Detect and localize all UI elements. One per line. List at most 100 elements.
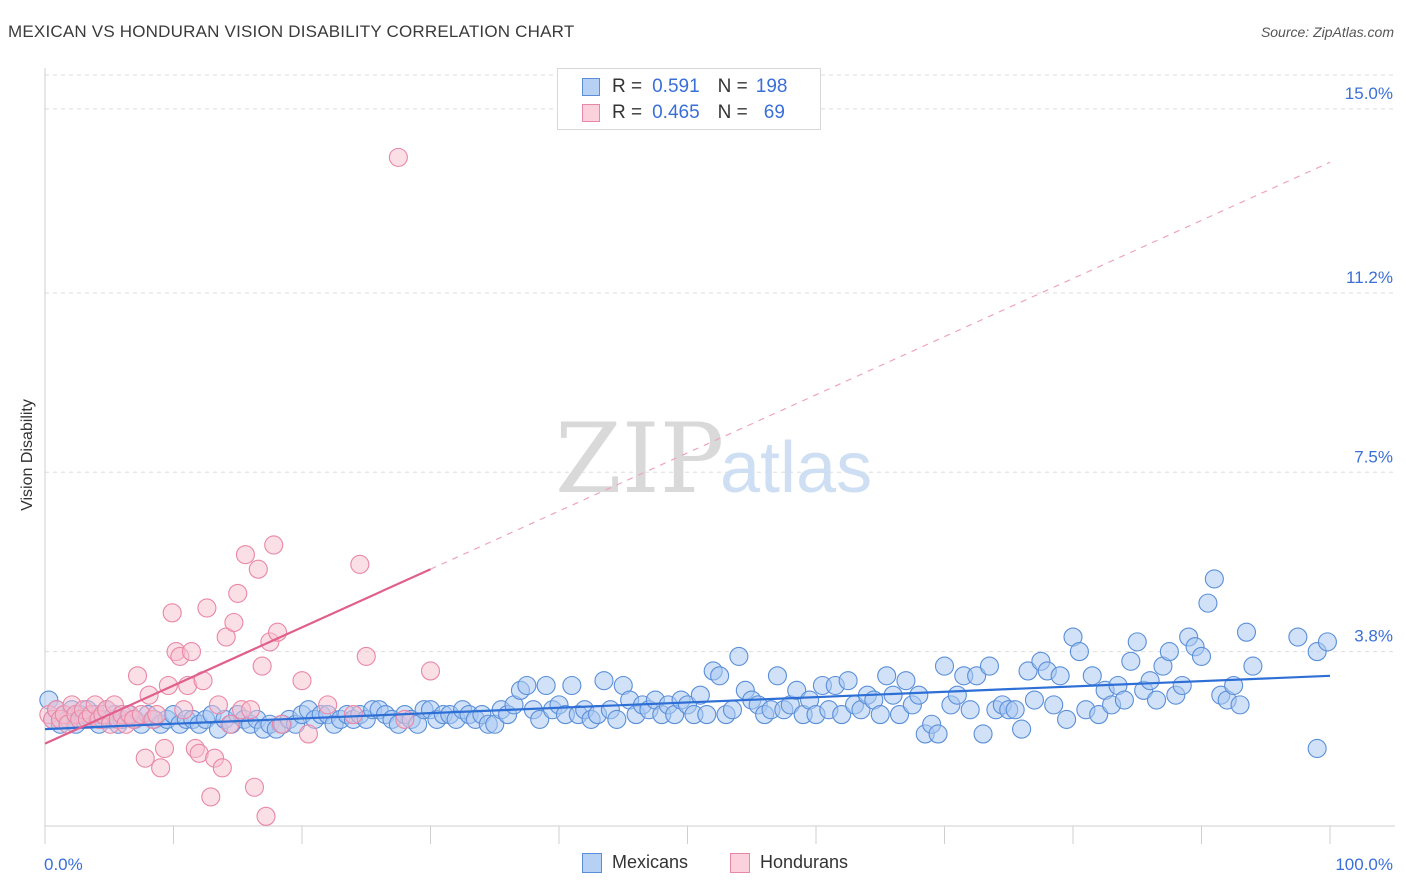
mexicans-point	[1236, 622, 1257, 642]
mexicans-point	[960, 700, 980, 720]
mexicans-point	[1005, 700, 1025, 720]
hondurans-point	[181, 642, 202, 662]
mexicans-point	[1243, 656, 1263, 676]
mexicans-n-label: N =	[717, 76, 748, 97]
legend-mexicans-swatch	[582, 852, 602, 873]
mexicans-point	[1082, 666, 1102, 686]
mexicans-point	[594, 671, 614, 691]
y-tick-label: 15.0%	[1345, 84, 1393, 103]
tick-labels: 3.8% 7.5% 11.2% 15.0% 0.0% 100.0%	[44, 84, 1393, 874]
mexicans-point	[870, 705, 890, 725]
hondurans-point	[388, 147, 408, 167]
hondurans-point	[356, 646, 376, 666]
mexicans-point	[1057, 709, 1077, 729]
x-tick-label: 0.0%	[44, 855, 83, 874]
axes	[44, 68, 1395, 844]
mexicans-point	[1204, 569, 1224, 589]
hondurans-point	[201, 787, 221, 807]
mexicans-point	[562, 675, 582, 696]
hondurans-point	[298, 724, 318, 744]
mexicans-point	[697, 705, 717, 725]
mexicans-point	[787, 680, 807, 700]
hondurans-point	[208, 695, 229, 715]
watermark-atlas: atlas	[720, 428, 872, 508]
hondurans-point	[139, 685, 159, 705]
mexicans-point	[1172, 675, 1192, 696]
mexicans-point	[1044, 695, 1064, 715]
legend-row-hondurans[interactable]: R = 0.465 N = 69	[582, 101, 785, 125]
legend-item-hondurans[interactable]: Hondurans	[730, 852, 848, 873]
legend-hondurans-swatch	[730, 852, 750, 873]
hondurans-point	[224, 612, 244, 633]
mexicans-point	[889, 705, 910, 725]
hondurans-point	[147, 705, 167, 725]
mexicans-n-value: 198	[755, 76, 788, 97]
mexicans-point	[1012, 719, 1032, 739]
hondurans-trend-line	[44, 568, 431, 745]
mexicans-point	[607, 709, 627, 729]
mexicans-point	[1191, 646, 1212, 666]
mexicans-point	[1230, 695, 1250, 715]
hondurans-r-value: 0.465	[652, 102, 700, 123]
mexicans-point	[722, 700, 743, 720]
hondurans-point	[318, 695, 338, 715]
trend-lines	[44, 161, 1331, 745]
source-label[interactable]: Source: ZipAtlas.com	[1260, 24, 1394, 40]
mexicans-point	[767, 666, 788, 686]
mexicans-point	[1159, 642, 1179, 662]
mexicans-point	[979, 656, 1000, 676]
mexicans-r-value: 0.591	[652, 76, 700, 97]
mexicans-point	[1140, 671, 1160, 691]
correlation-legend: R = 0.591 N = 198 R = 0.465 N = 69	[557, 68, 821, 130]
y-tick-label: 7.5%	[1354, 447, 1393, 466]
mexicans-point	[536, 675, 556, 696]
mexicans-point	[1121, 651, 1141, 671]
hondurans-point	[241, 700, 261, 720]
mexicans-point	[530, 709, 550, 729]
mexicans-point	[1127, 632, 1147, 652]
y-tick-label: 3.8%	[1354, 627, 1393, 646]
mexicans-point	[1288, 627, 1308, 647]
mexicans-point	[896, 671, 916, 691]
mexicans-point	[1018, 661, 1038, 681]
watermark-zip: ZIP	[555, 403, 724, 515]
mexicans-point	[1198, 593, 1218, 613]
mexicans-point	[1317, 632, 1337, 652]
hondurans-point	[256, 806, 276, 826]
hondurans-points	[39, 147, 441, 826]
hondurans-point	[197, 598, 217, 618]
legend-mexicans-label: Mexicans	[612, 852, 689, 872]
hondurans-point	[212, 758, 232, 778]
hondurans-n-value: 69	[763, 102, 785, 123]
mexicans-point	[967, 666, 987, 686]
mexicans-point	[909, 685, 929, 705]
mexicans-point	[877, 666, 897, 686]
hondurans-point	[343, 705, 363, 725]
legend-row-mexicans[interactable]: R = 0.591 N = 198	[582, 75, 787, 99]
mexicans-point	[1024, 690, 1044, 710]
mexicans-point	[1050, 666, 1070, 686]
hondurans-point	[151, 758, 171, 778]
mexicans-point	[729, 646, 749, 666]
hondurans-point	[135, 748, 155, 768]
mexicans-r-label: R =	[612, 76, 643, 97]
hondurans-point	[252, 656, 272, 676]
hondurans-n-label: N =	[717, 102, 748, 123]
legend-item-mexicans[interactable]: Mexicans	[582, 852, 688, 873]
mexicans-point	[934, 656, 955, 676]
mexicans-point	[517, 675, 537, 696]
hondurans-point	[264, 535, 284, 555]
hondurans-point	[174, 700, 194, 720]
mexicans-point	[1069, 642, 1089, 662]
mexicans-swatch	[582, 78, 600, 96]
mexicans-point	[832, 705, 852, 725]
mexicans-point	[690, 685, 710, 705]
mexicans-point	[1089, 705, 1109, 725]
y-tick-label: 11.2%	[1346, 268, 1393, 287]
hondurans-point	[235, 545, 256, 565]
hondurans-point	[350, 554, 370, 574]
mexicans-point	[947, 685, 967, 705]
series-legend: Mexicans Hondurans	[0, 852, 1406, 876]
hondurans-r-label: R =	[612, 102, 643, 123]
mexicans-point	[1307, 738, 1327, 759]
